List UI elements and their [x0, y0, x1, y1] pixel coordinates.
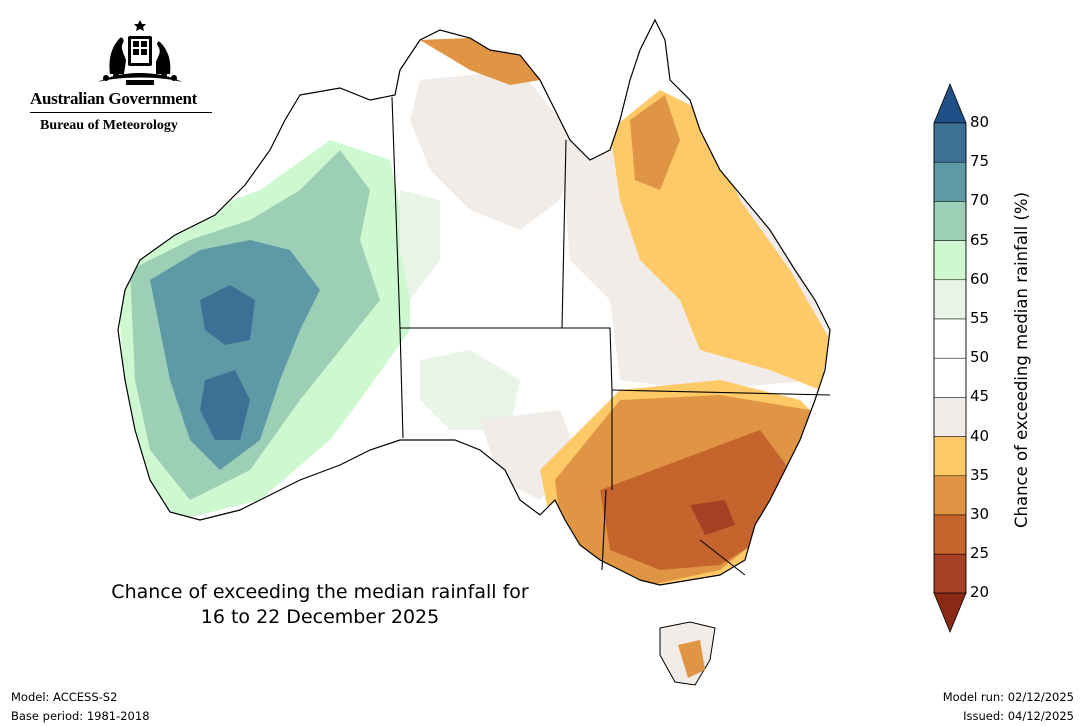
legend-top-arrow [933, 82, 967, 124]
legend-band-65-70 [933, 201, 967, 241]
coat-of-arms-icon [98, 20, 182, 85]
legend-band-25-30 [933, 514, 967, 555]
legend-band-50-55 [933, 318, 967, 359]
logo-divider [30, 112, 212, 113]
base-period: Base period: 1981-2018 [11, 709, 150, 723]
map-title-line2: 16 to 22 December 2025 [200, 606, 440, 628]
legend-tick-25: 25 [970, 544, 990, 563]
issued-date: Issued: 04/12/2025 [963, 709, 1074, 723]
legend-band-70-75 [933, 161, 967, 202]
legend-tick-40: 40 [970, 426, 990, 445]
legend-band-20-25 [933, 553, 967, 594]
legend-tick-50: 50 [970, 348, 990, 367]
legend-tick-45: 45 [970, 387, 990, 406]
map-title: Chance of exceeding the median rainfall … [60, 580, 580, 630]
legend-band-60-65 [933, 240, 967, 281]
government-name: Australian Government [30, 89, 197, 108]
legend-tick-35: 35 [970, 465, 990, 484]
legend-band-40-45 [933, 397, 967, 437]
bureau-name: Bureau of Meteorology [40, 118, 178, 133]
legend-tick-55: 55 [970, 309, 990, 327]
legend-band-75-80 [933, 122, 967, 163]
legend-tick-70: 70 [970, 191, 990, 210]
legend-tick-65: 65 [970, 230, 990, 249]
legend-band-55-60 [933, 279, 967, 320]
legend-tick-60: 60 [970, 269, 990, 288]
legend-tick-80: 80 [970, 113, 990, 131]
legend-title: Chance of exceeding median rainfall (%) [1012, 191, 1031, 529]
map-title-line1: Chance of exceeding the median rainfall … [111, 581, 529, 603]
legend-band-45-50 [933, 357, 967, 398]
legend-colorbar [933, 82, 967, 634]
legend-tick-30: 30 [970, 505, 990, 523]
model-run-date: Model run: 02/12/2025 [942, 690, 1074, 704]
legend-band-35-40 [933, 436, 967, 477]
legend-bottom-arrow [933, 592, 967, 634]
legend-tick-20: 20 [970, 583, 990, 602]
government-logo [20, 8, 220, 138]
legend-bands [933, 122, 967, 594]
model-name: Model: ACCESS-S2 [11, 690, 118, 704]
legend-band-30-35 [933, 475, 967, 516]
rainfall-map [117, 18, 831, 686]
legend-tick-75: 75 [970, 152, 990, 171]
